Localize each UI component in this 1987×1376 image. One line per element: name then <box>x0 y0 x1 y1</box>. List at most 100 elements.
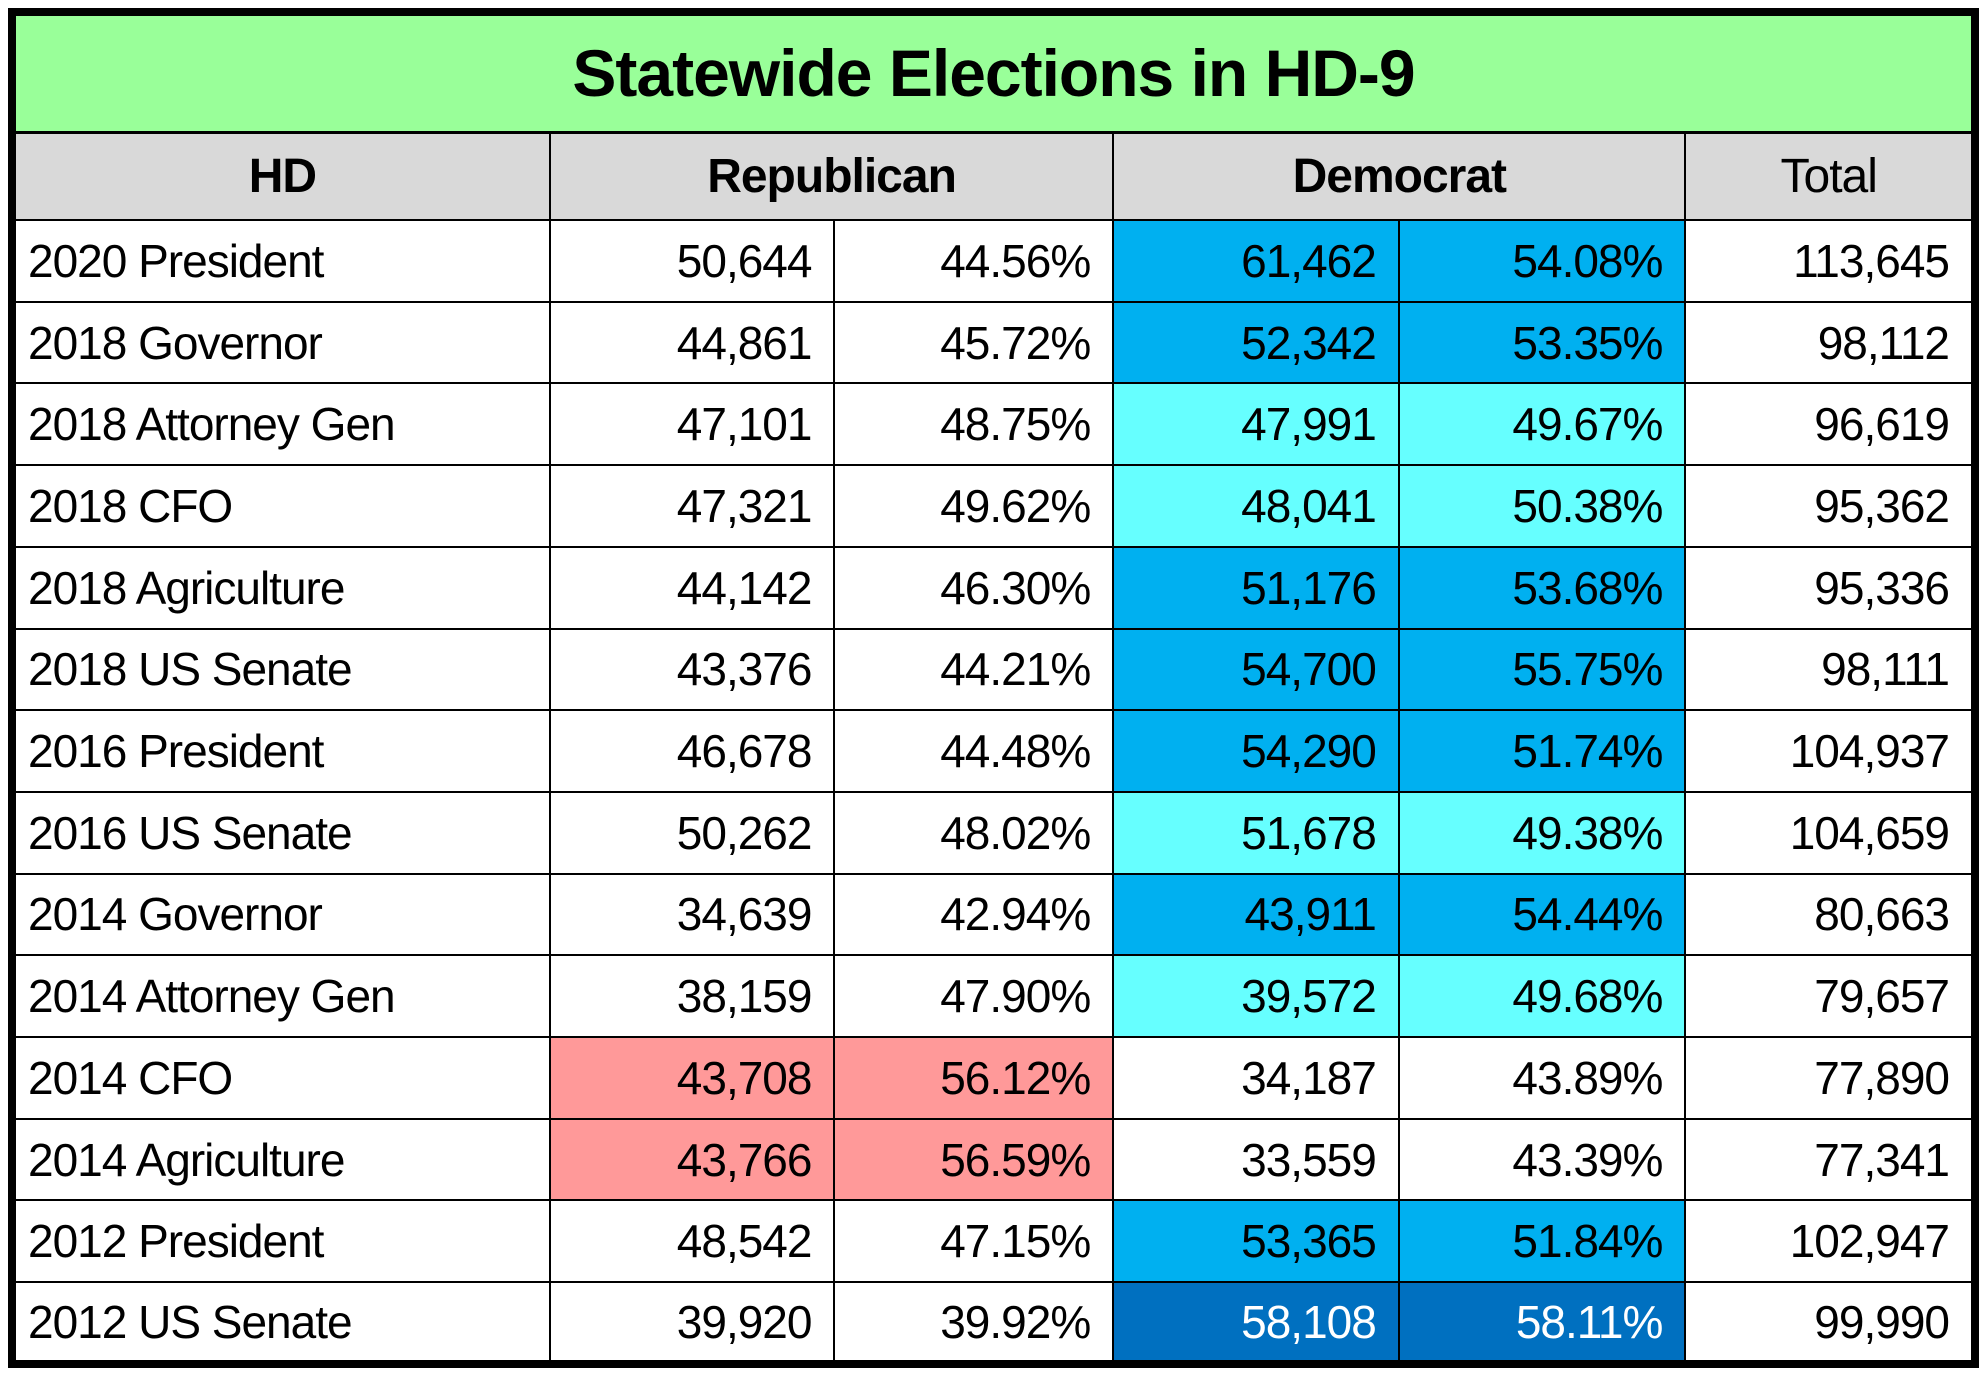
race-label-cell: 2018 Agriculture <box>11 545 551 630</box>
race-label-cell: 2018 CFO <box>11 464 551 548</box>
democrat-votes-cell: 54,700 <box>1112 627 1400 712</box>
total-votes-cell: 95,336 <box>1684 545 1976 630</box>
democrat-votes-cell: 51,678 <box>1112 790 1400 875</box>
republican-votes-cell: 34,639 <box>548 872 836 957</box>
republican-percent-cell: 42.94% <box>833 872 1115 957</box>
democrat-percent-cell: 54.08% <box>1397 219 1687 303</box>
democrat-votes-cell: 58,108 <box>1112 1281 1400 1365</box>
total-votes-cell: 98,112 <box>1684 300 1976 385</box>
republican-percent-cell: 46.30% <box>833 545 1115 630</box>
democrat-percent-cell: 58.11% <box>1397 1281 1687 1365</box>
republican-votes-cell: 39,920 <box>548 1281 836 1365</box>
total-votes-cell: 99,990 <box>1684 1281 1976 1365</box>
democrat-votes-cell: 52,342 <box>1112 300 1400 385</box>
table-row: 2012 President 48,542 47.15% 53,365 51.8… <box>11 1199 1976 1284</box>
democrat-percent-cell: 53.68% <box>1397 545 1687 630</box>
total-votes-cell: 77,890 <box>1684 1036 1976 1120</box>
table-row: 2018 Agriculture 44,142 46.30% 51,176 53… <box>11 545 1976 630</box>
democrat-votes-cell: 33,559 <box>1112 1117 1400 1202</box>
republican-votes-cell: 44,142 <box>548 545 836 630</box>
table-row: 2016 US Senate 50,262 48.02% 51,678 49.3… <box>11 790 1976 875</box>
race-label-cell: 2012 President <box>11 1199 551 1284</box>
democrat-votes-cell: 43,911 <box>1112 872 1400 957</box>
column-header-total: Total <box>1684 131 1976 221</box>
page-title: Statewide Elections in HD-9 <box>11 11 1976 134</box>
democrat-votes-cell: 39,572 <box>1112 954 1400 1039</box>
republican-percent-cell: 56.12% <box>833 1036 1115 1120</box>
table-row: 2018 Governor 44,861 45.72% 52,342 53.35… <box>11 300 1976 385</box>
race-label-cell: 2020 President <box>11 219 551 303</box>
democrat-percent-cell: 43.89% <box>1397 1036 1687 1120</box>
election-results-table: Statewide Elections in HD-9 HD Republica… <box>8 8 1979 1368</box>
republican-votes-cell: 48,542 <box>548 1199 836 1284</box>
column-header-republican: Republican <box>548 131 1115 221</box>
total-votes-cell: 79,657 <box>1684 954 1976 1039</box>
race-label-cell: 2014 CFO <box>11 1036 551 1120</box>
total-votes-cell: 77,341 <box>1684 1117 1976 1202</box>
republican-votes-cell: 43,708 <box>548 1036 836 1120</box>
democrat-votes-cell: 47,991 <box>1112 382 1400 467</box>
democrat-percent-cell: 43.39% <box>1397 1117 1687 1202</box>
republican-percent-cell: 39.92% <box>833 1281 1115 1365</box>
race-label-cell: 2014 Governor <box>11 872 551 957</box>
republican-percent-cell: 47.15% <box>833 1199 1115 1284</box>
table-row: 2014 Governor 34,639 42.94% 43,911 54.44… <box>11 872 1976 957</box>
total-votes-cell: 104,659 <box>1684 790 1976 875</box>
race-label-cell: 2016 President <box>11 709 551 793</box>
table-row: 2020 President 50,644 44.56% 61,462 54.0… <box>11 219 1976 303</box>
republican-percent-cell: 48.75% <box>833 382 1115 467</box>
total-votes-cell: 102,947 <box>1684 1199 1976 1284</box>
total-votes-cell: 113,645 <box>1684 219 1976 303</box>
total-votes-cell: 104,937 <box>1684 709 1976 793</box>
total-votes-cell: 95,362 <box>1684 464 1976 548</box>
democrat-percent-cell: 51.74% <box>1397 709 1687 793</box>
title-row: Statewide Elections in HD-9 <box>11 11 1976 134</box>
democrat-votes-cell: 51,176 <box>1112 545 1400 630</box>
democrat-percent-cell: 55.75% <box>1397 627 1687 712</box>
democrat-votes-cell: 54,290 <box>1112 709 1400 793</box>
republican-percent-cell: 56.59% <box>833 1117 1115 1202</box>
democrat-votes-cell: 34,187 <box>1112 1036 1400 1120</box>
democrat-votes-cell: 48,041 <box>1112 464 1400 548</box>
republican-votes-cell: 46,678 <box>548 709 836 793</box>
race-label-cell: 2012 US Senate <box>11 1281 551 1365</box>
republican-votes-cell: 43,766 <box>548 1117 836 1202</box>
democrat-votes-cell: 61,462 <box>1112 219 1400 303</box>
table-row: 2012 US Senate 39,920 39.92% 58,108 58.1… <box>11 1281 1976 1365</box>
republican-percent-cell: 44.21% <box>833 627 1115 712</box>
republican-votes-cell: 43,376 <box>548 627 836 712</box>
republican-votes-cell: 47,101 <box>548 382 836 467</box>
column-header-hd: HD <box>11 131 551 221</box>
table-row: 2018 Attorney Gen 47,101 48.75% 47,991 4… <box>11 382 1976 467</box>
race-label-cell: 2016 US Senate <box>11 790 551 875</box>
democrat-percent-cell: 49.68% <box>1397 954 1687 1039</box>
total-votes-cell: 80,663 <box>1684 872 1976 957</box>
democrat-percent-cell: 53.35% <box>1397 300 1687 385</box>
race-label-cell: 2014 Attorney Gen <box>11 954 551 1039</box>
republican-votes-cell: 38,159 <box>548 954 836 1039</box>
column-header-democrat: Democrat <box>1112 131 1687 221</box>
republican-votes-cell: 50,262 <box>548 790 836 875</box>
republican-percent-cell: 44.56% <box>833 219 1115 303</box>
republican-percent-cell: 45.72% <box>833 300 1115 385</box>
total-votes-cell: 96,619 <box>1684 382 1976 467</box>
table-row: 2016 President 46,678 44.48% 54,290 51.7… <box>11 709 1976 793</box>
republican-votes-cell: 44,861 <box>548 300 836 385</box>
republican-percent-cell: 48.02% <box>833 790 1115 875</box>
table-row: 2014 Agriculture 43,766 56.59% 33,559 43… <box>11 1117 1976 1202</box>
republican-percent-cell: 47.90% <box>833 954 1115 1039</box>
republican-votes-cell: 50,644 <box>548 219 836 303</box>
republican-percent-cell: 49.62% <box>833 464 1115 548</box>
table-row: 2018 US Senate 43,376 44.21% 54,700 55.7… <box>11 627 1976 712</box>
republican-votes-cell: 47,321 <box>548 464 836 548</box>
table-row: 2014 CFO 43,708 56.12% 34,187 43.89% 77,… <box>11 1036 1976 1120</box>
democrat-percent-cell: 49.38% <box>1397 790 1687 875</box>
total-votes-cell: 98,111 <box>1684 627 1976 712</box>
republican-percent-cell: 44.48% <box>833 709 1115 793</box>
race-label-cell: 2018 US Senate <box>11 627 551 712</box>
table-row: 2018 CFO 47,321 49.62% 48,041 50.38% 95,… <box>11 464 1976 548</box>
column-header-row: HD Republican Democrat Total <box>11 131 1976 221</box>
democrat-percent-cell: 50.38% <box>1397 464 1687 548</box>
democrat-percent-cell: 49.67% <box>1397 382 1687 467</box>
